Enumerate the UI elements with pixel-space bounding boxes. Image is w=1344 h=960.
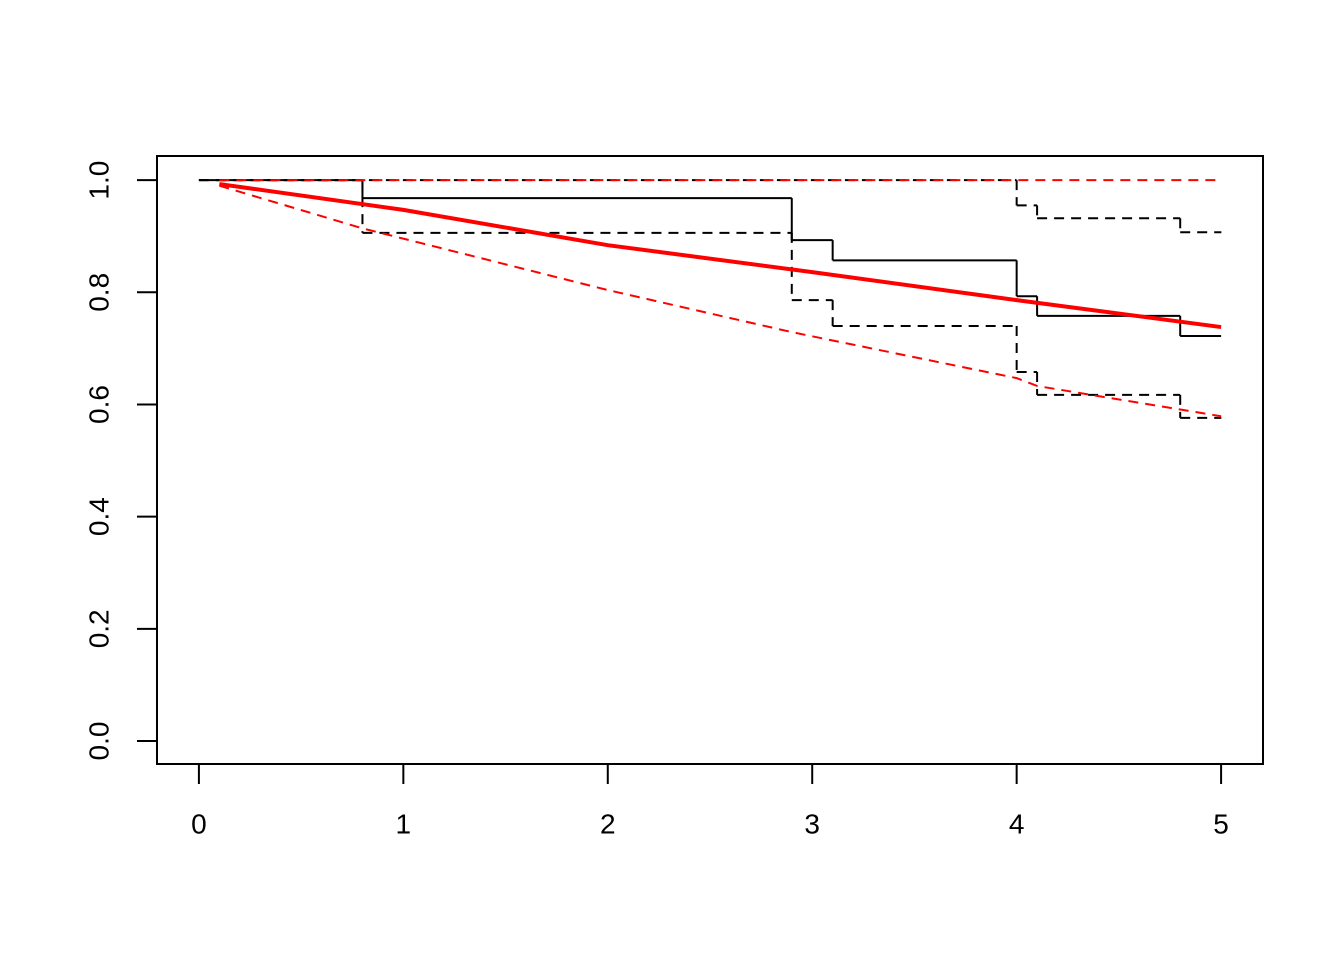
line	[219, 182, 1222, 330]
plot-box	[156, 155, 1264, 765]
x-tick-label: 3	[804, 808, 820, 839]
line	[219, 184, 1222, 418]
x-tick-label: 0	[191, 808, 207, 839]
x-tick-label: 4	[1009, 808, 1025, 839]
y-tick-label: 0.4	[83, 497, 114, 536]
y-tick-label: 0.6	[83, 385, 114, 424]
x-tick-label: 5	[1213, 808, 1229, 839]
x-tick-label: 1	[396, 808, 412, 839]
x-tick-label: 2	[600, 808, 616, 839]
y-tick-label: 0.0	[83, 722, 114, 761]
y-tick-label: 0.8	[83, 273, 114, 312]
y-tick-label: 0.2	[83, 609, 114, 648]
y-tick-label: 1.0	[83, 161, 114, 200]
